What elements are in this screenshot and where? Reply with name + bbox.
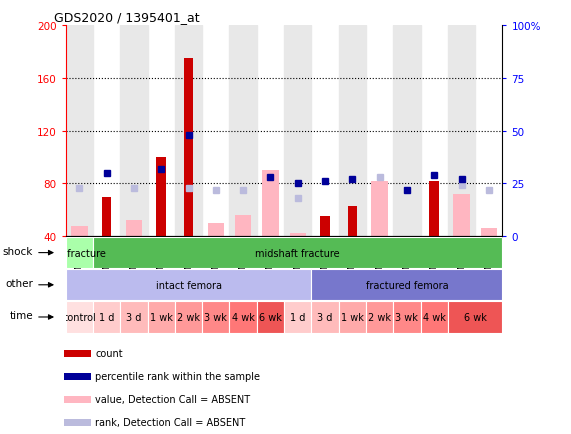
Bar bbox=[230, 26, 257, 237]
Text: 3 wk: 3 wk bbox=[204, 312, 227, 322]
Bar bbox=[208, 224, 224, 237]
Bar bbox=[66, 237, 93, 269]
Bar bbox=[311, 270, 502, 301]
Text: count: count bbox=[95, 348, 123, 358]
Bar bbox=[448, 26, 475, 237]
Text: control: control bbox=[62, 312, 96, 322]
Bar bbox=[448, 302, 502, 333]
Bar bbox=[257, 302, 284, 333]
Text: percentile rank within the sample: percentile rank within the sample bbox=[95, 371, 260, 381]
Bar bbox=[93, 302, 120, 333]
Bar bbox=[102, 197, 111, 237]
Bar bbox=[393, 302, 421, 333]
Text: 6 wk: 6 wk bbox=[464, 312, 486, 322]
Bar bbox=[64, 396, 91, 403]
Bar bbox=[66, 26, 93, 237]
Bar bbox=[453, 194, 470, 237]
Bar bbox=[348, 206, 357, 237]
Bar bbox=[71, 226, 87, 237]
Text: 3 d: 3 d bbox=[126, 312, 142, 322]
Bar bbox=[126, 221, 142, 237]
Text: rank, Detection Call = ABSENT: rank, Detection Call = ABSENT bbox=[95, 418, 246, 427]
Bar bbox=[262, 171, 279, 237]
Bar bbox=[230, 302, 257, 333]
Bar bbox=[421, 302, 448, 333]
Text: value, Detection Call = ABSENT: value, Detection Call = ABSENT bbox=[95, 395, 251, 404]
Text: other: other bbox=[5, 279, 33, 289]
Bar bbox=[202, 302, 230, 333]
Text: 4 wk: 4 wk bbox=[423, 312, 445, 322]
Text: shock: shock bbox=[3, 247, 33, 256]
Text: 1 wk: 1 wk bbox=[341, 312, 364, 322]
Text: 6 wk: 6 wk bbox=[259, 312, 282, 322]
Text: 4 wk: 4 wk bbox=[232, 312, 255, 322]
Bar bbox=[156, 158, 166, 237]
Bar bbox=[289, 234, 306, 237]
Bar bbox=[339, 26, 366, 237]
Bar bbox=[481, 229, 497, 237]
Bar bbox=[393, 26, 421, 237]
Bar bbox=[64, 373, 91, 380]
Text: time: time bbox=[9, 311, 33, 321]
Text: GDS2020 / 1395401_at: GDS2020 / 1395401_at bbox=[54, 11, 200, 24]
Bar bbox=[120, 302, 147, 333]
Bar bbox=[64, 420, 91, 426]
Bar bbox=[66, 270, 311, 301]
Bar bbox=[371, 181, 388, 237]
Bar bbox=[66, 302, 93, 333]
Text: fractured femora: fractured femora bbox=[365, 280, 448, 290]
Bar bbox=[339, 302, 366, 333]
Text: 2 wk: 2 wk bbox=[177, 312, 200, 322]
Bar bbox=[284, 26, 311, 237]
Text: 2 wk: 2 wk bbox=[368, 312, 391, 322]
Text: 1 d: 1 d bbox=[99, 312, 114, 322]
Text: 3 d: 3 d bbox=[317, 312, 333, 322]
Text: 1 wk: 1 wk bbox=[150, 312, 172, 322]
Bar bbox=[184, 59, 194, 237]
Bar bbox=[311, 302, 339, 333]
Bar bbox=[429, 181, 439, 237]
Bar bbox=[147, 302, 175, 333]
Text: no fracture: no fracture bbox=[53, 248, 106, 258]
Bar bbox=[235, 215, 251, 237]
Text: 3 wk: 3 wk bbox=[396, 312, 419, 322]
Bar bbox=[284, 302, 311, 333]
Bar bbox=[120, 26, 147, 237]
Text: intact femora: intact femora bbox=[155, 280, 222, 290]
Bar bbox=[175, 302, 202, 333]
Bar bbox=[320, 217, 330, 237]
Bar bbox=[175, 26, 202, 237]
Bar bbox=[366, 302, 393, 333]
Text: 1 d: 1 d bbox=[290, 312, 305, 322]
Text: midshaft fracture: midshaft fracture bbox=[255, 248, 340, 258]
Bar bbox=[64, 350, 91, 357]
